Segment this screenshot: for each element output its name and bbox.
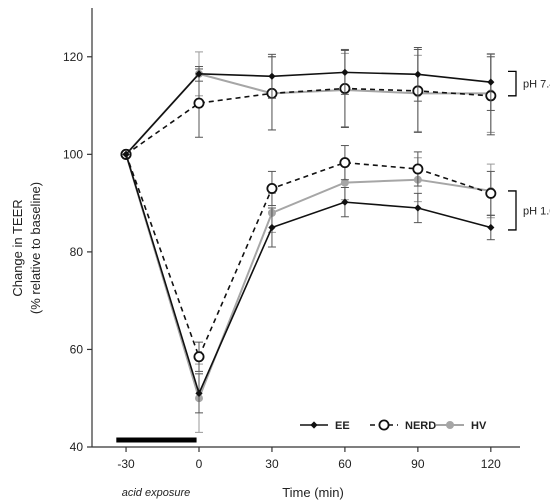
series-line xyxy=(125,154,492,359)
series-line xyxy=(125,87,491,155)
series-nerd-74 xyxy=(120,48,497,160)
data-point xyxy=(193,97,205,109)
x-ticks: -30 0 30 60 90 120 xyxy=(117,447,501,471)
axes: 40 60 80 100 120 -30 0 30 60 90 120 xyxy=(63,8,520,471)
data-point xyxy=(414,70,422,78)
series-ee-10 xyxy=(122,150,495,414)
x-tick-label: 30 xyxy=(265,457,279,471)
x-tick-label: -30 xyxy=(117,457,135,471)
bracket-ph-1-0-label: pH 1.0 xyxy=(523,205,550,217)
x-tick-label: 120 xyxy=(481,457,501,471)
series-ee-74 xyxy=(122,47,495,158)
bracket-ph-7-4 xyxy=(508,70,517,97)
data-point xyxy=(122,150,130,158)
legend-marker xyxy=(446,421,454,429)
y-tick-label: 120 xyxy=(63,50,83,64)
y-tick-label: 40 xyxy=(70,440,84,454)
y-ticks: 40 60 80 100 120 xyxy=(63,50,92,454)
data-point xyxy=(193,351,205,363)
legend: EE NERD HV xyxy=(300,419,487,432)
series-line xyxy=(125,154,492,396)
y-axis-label-line2: (% relative to baseline) xyxy=(28,182,43,314)
legend-label: HV xyxy=(471,420,487,432)
series-line xyxy=(125,72,491,156)
series-nerd-10 xyxy=(120,145,497,372)
bracket-ph-1-0 xyxy=(508,190,517,231)
series-hv-74 xyxy=(122,51,495,159)
legend-item-nerd: NERD xyxy=(370,419,436,432)
series-line xyxy=(125,154,491,402)
data-point xyxy=(341,68,349,76)
bracket-ph-7-4-label: pH 7.4 xyxy=(523,79,550,91)
data-point xyxy=(195,389,203,397)
legend-item-ee: EE xyxy=(300,420,350,432)
y-tick-label: 60 xyxy=(70,342,84,356)
series-hv-10 xyxy=(122,150,495,433)
data-point xyxy=(268,223,276,232)
x-tick-label: 0 xyxy=(196,457,203,471)
data-point xyxy=(485,187,497,199)
legend-marker xyxy=(310,421,318,429)
y-axis-label-line1: Change in TEER xyxy=(10,199,25,296)
data-point xyxy=(339,157,351,169)
series-layer xyxy=(120,47,497,433)
legend-label: NERD xyxy=(405,420,436,432)
y-tick-label: 100 xyxy=(63,147,83,161)
y-tick-label: 80 xyxy=(70,245,84,259)
acid-exposure-label: acid exposure xyxy=(122,487,191,499)
data-point xyxy=(268,72,276,80)
data-point xyxy=(341,198,349,206)
data-point xyxy=(195,70,203,78)
data-point xyxy=(412,163,424,175)
data-point xyxy=(487,78,495,86)
x-axis-label: Time (min) xyxy=(282,485,344,500)
data-point xyxy=(340,178,349,187)
legend-item-hv: HV xyxy=(436,420,487,432)
data-point xyxy=(414,204,422,212)
data-point xyxy=(266,182,278,194)
legend-label: EE xyxy=(335,420,350,432)
legend-marker xyxy=(378,419,390,431)
series-line xyxy=(125,71,491,155)
x-tick-label: 90 xyxy=(411,457,425,471)
data-point xyxy=(487,223,495,232)
x-tick-label: 60 xyxy=(338,457,352,471)
